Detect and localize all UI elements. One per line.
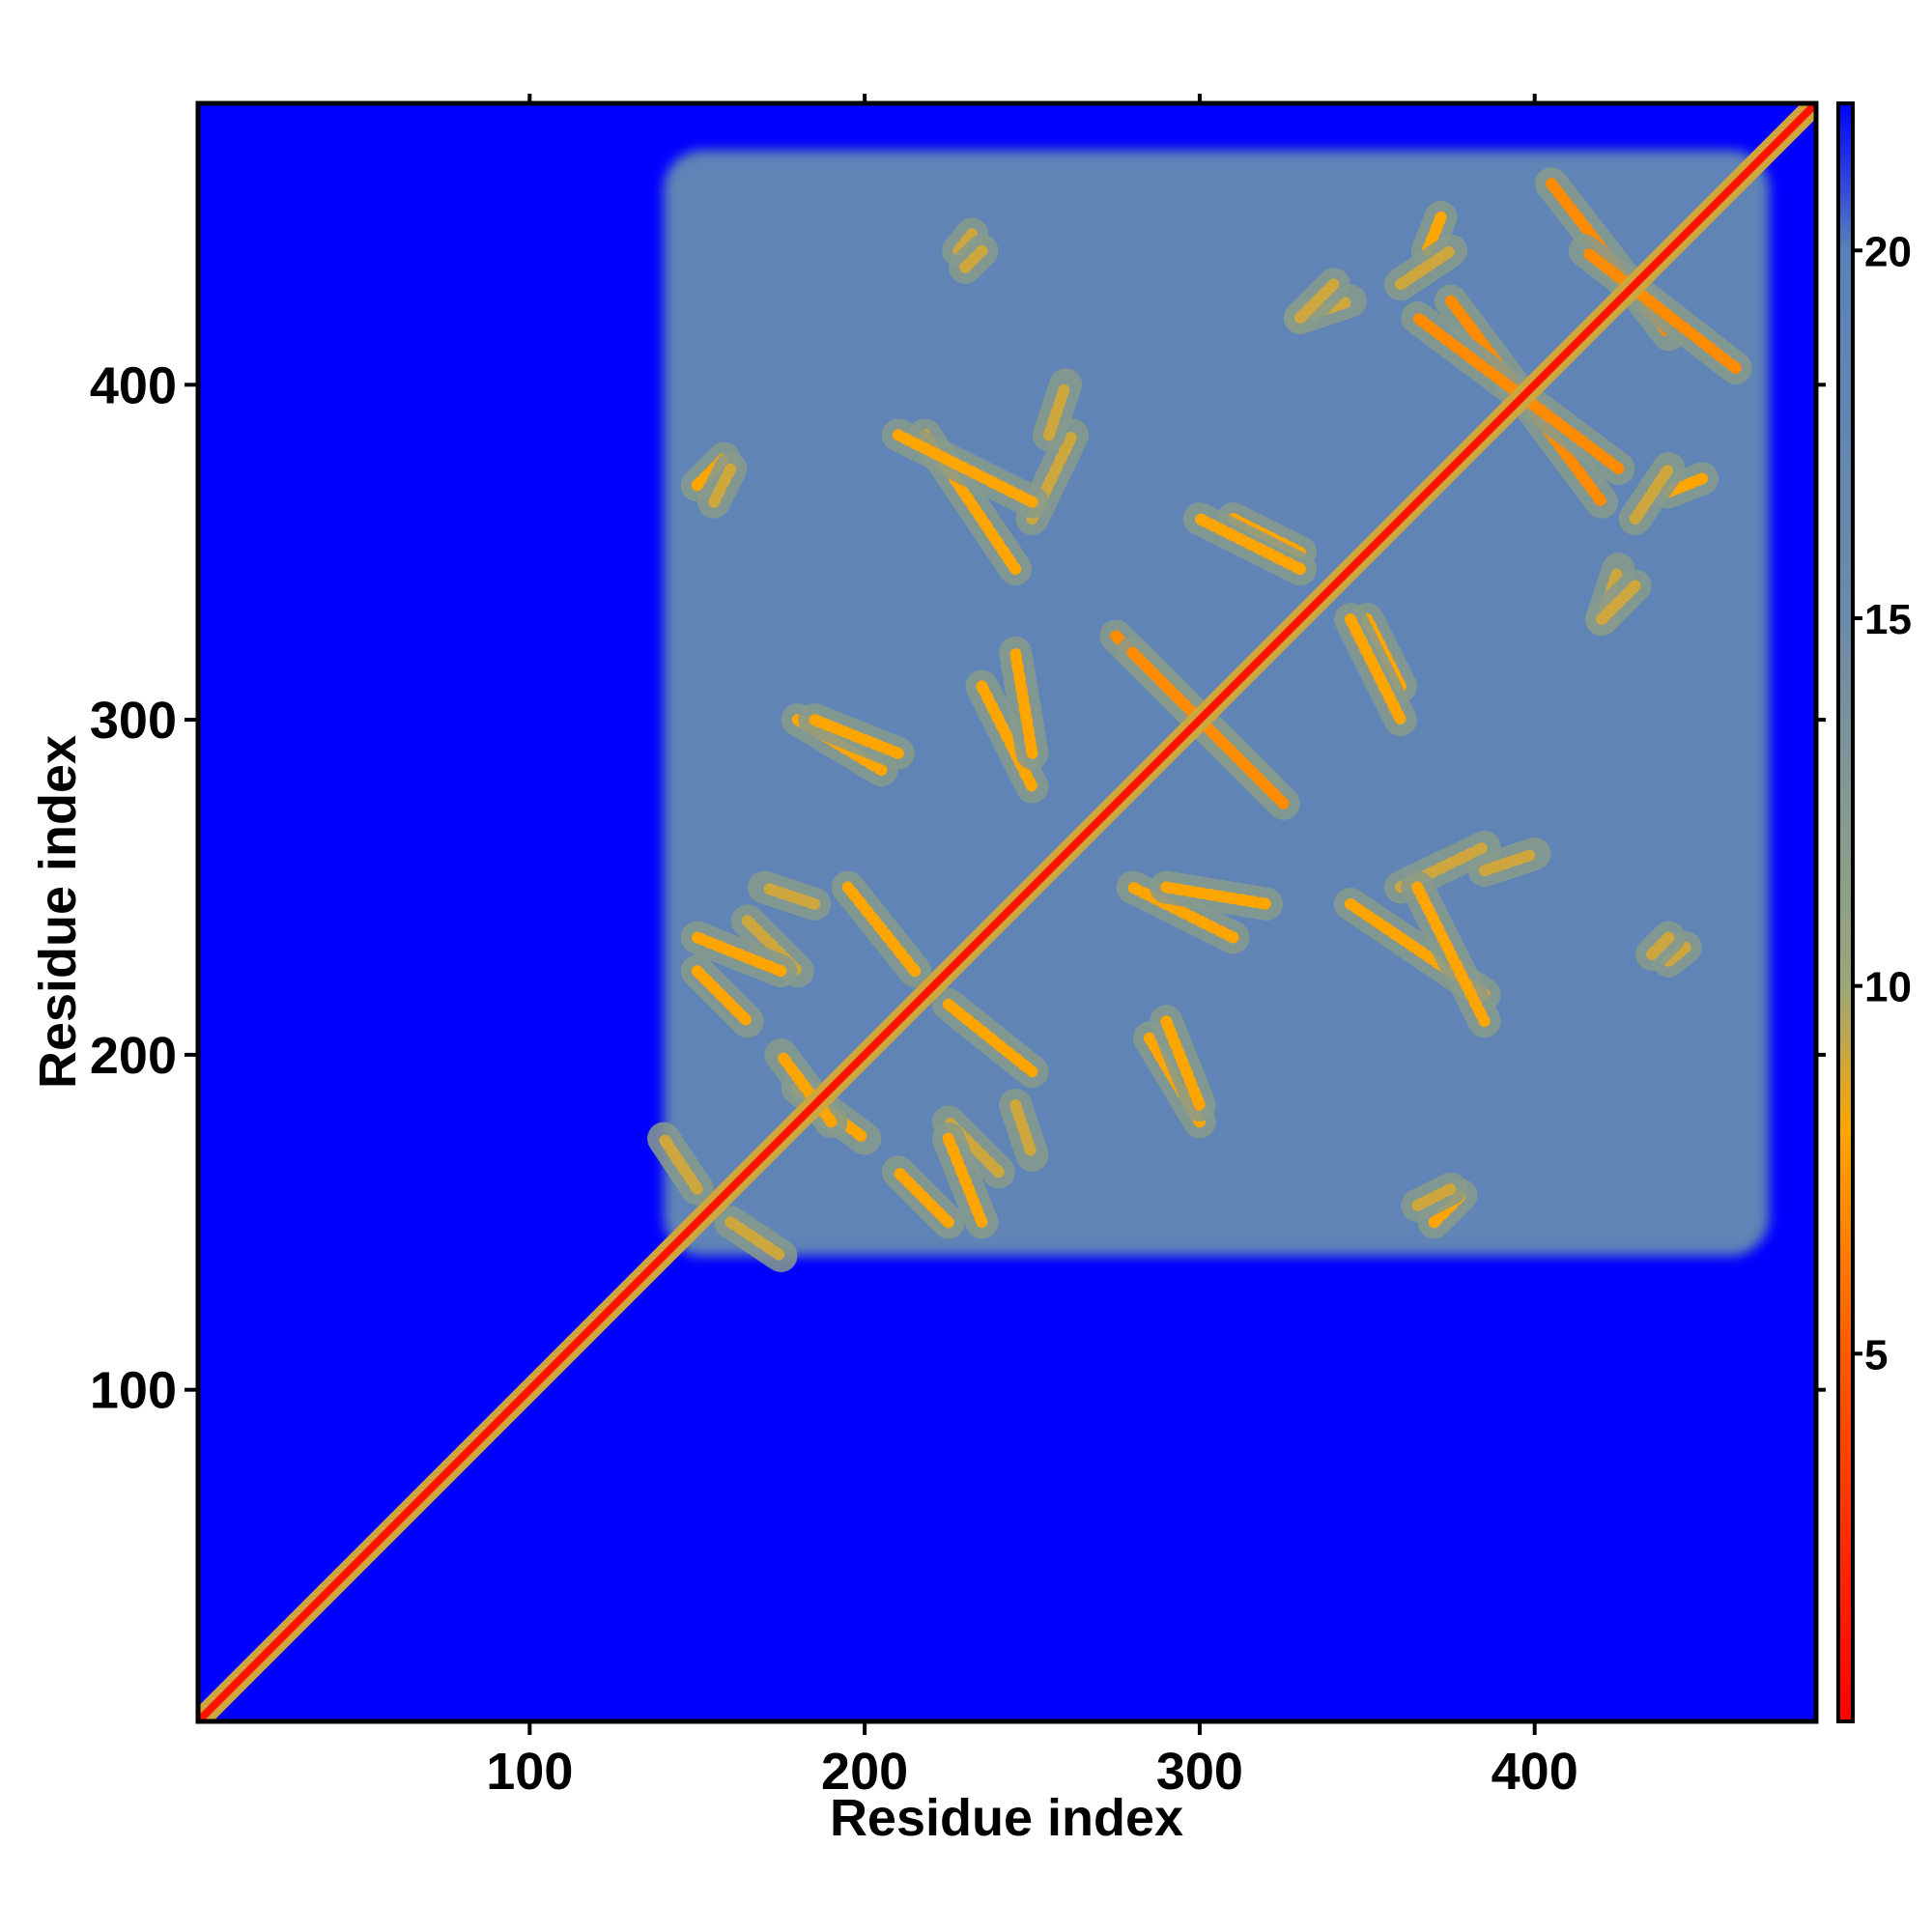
x-tick-label: 400	[1492, 1743, 1578, 1801]
contact-features	[647, 167, 1752, 1272]
heatmap-plot-area	[195, 100, 1819, 1724]
contact-feature	[881, 1155, 965, 1239]
x-axis: 100 200 300 400	[486, 94, 1578, 1801]
contact-feature	[999, 636, 1049, 770]
contact-feature	[949, 234, 999, 284]
x-tick-label: 200	[821, 1743, 908, 1801]
contact-feature	[1568, 234, 1752, 384]
contact-feature	[1333, 603, 1417, 737]
contact-feature	[680, 954, 764, 1038]
colorbar-tick-label: 20	[1864, 228, 1912, 275]
contact-feature	[1150, 870, 1284, 921]
contact-feature	[1032, 368, 1083, 452]
contact-feature	[697, 452, 748, 519]
contact-feature	[714, 1206, 798, 1272]
contact-feature	[931, 1122, 999, 1239]
colorbar-gradient	[1836, 101, 1855, 1723]
contact-feature	[1182, 502, 1317, 586]
contact-feature	[1635, 921, 1686, 971]
contact-feature	[942, 217, 989, 268]
contact-feature	[999, 1088, 1049, 1172]
contact-feature	[881, 418, 1049, 519]
x-tick-label: 300	[1156, 1743, 1243, 1801]
contact-feature	[748, 870, 832, 921]
contact-feature	[831, 870, 932, 988]
y-tick-label: 100	[90, 1362, 177, 1420]
contact-feature	[1383, 234, 1467, 301]
contact-feature	[798, 703, 915, 770]
contact-feature	[1618, 452, 1686, 536]
contact-feature	[1283, 268, 1350, 334]
colorbar-tick-label: 15	[1864, 596, 1912, 643]
contact-feature	[1467, 837, 1551, 888]
contact-feature	[965, 669, 1049, 804]
y-tick-label: 400	[90, 356, 177, 414]
plot-frame	[195, 100, 1819, 1724]
contact-feature	[931, 987, 1049, 1089]
colorbar-ticks: 5 10 15 20	[1853, 228, 1912, 1378]
contact-feature	[1652, 930, 1702, 978]
colorbar-tick-label: 5	[1864, 1331, 1888, 1378]
diagonal-core	[198, 103, 1816, 1721]
y-axis: 100 200 300 400	[90, 356, 1826, 1420]
x-axis-title: Residue index	[830, 1789, 1183, 1847]
contact-feature	[1116, 870, 1250, 954]
contact-feature	[1585, 569, 1652, 637]
colorbar-tick-label: 10	[1864, 964, 1912, 1011]
contact-feature	[1116, 636, 1300, 820]
contact-feature	[1150, 1005, 1216, 1122]
colorbar: 5 10 15 20	[1836, 101, 1912, 1723]
y-tick-label: 300	[90, 692, 177, 750]
y-axis-title: Residue index	[29, 735, 87, 1089]
contact-feature	[1401, 1172, 1467, 1222]
contact-feature	[1401, 870, 1501, 1038]
y-tick-label: 200	[90, 1027, 177, 1085]
contact-feature	[647, 1122, 714, 1206]
x-tick-label: 100	[486, 1743, 573, 1801]
contact-feature	[680, 921, 798, 988]
